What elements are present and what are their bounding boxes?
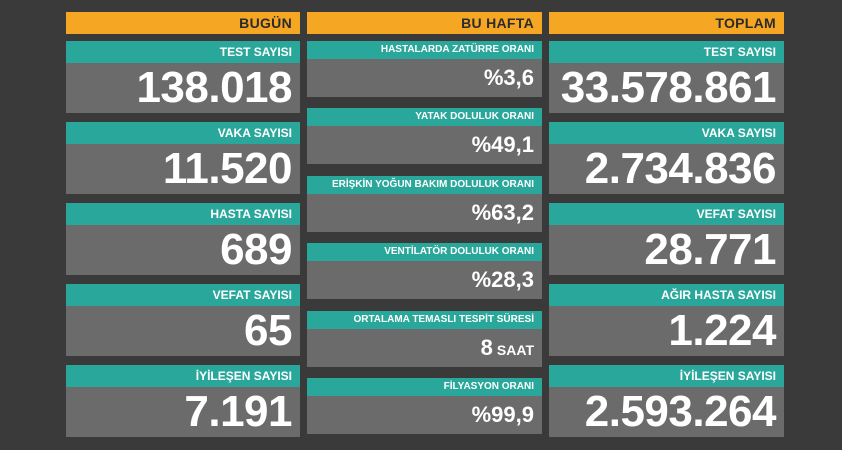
week-bed-label: YATAK DOLULUK ORANI (307, 108, 542, 126)
week-ventilator-card: VENTİLATÖR DOLULUK ORANI %28,3 (307, 243, 542, 299)
total-case-value: 2.734.836 (549, 144, 784, 194)
total-case-label: VAKA SAYISI (549, 122, 784, 144)
week-contact-time-label: ORTALAMA TEMASLI TESPİT SÜRESİ (307, 311, 542, 329)
today-patient-label: HASTA SAYISI (66, 203, 300, 225)
week-header: BU HAFTA (307, 12, 542, 34)
total-death-label: VEFAT SAYISI (549, 203, 784, 225)
week-contact-time-value: 8 (480, 335, 493, 360)
total-severe-value: 1.224 (549, 306, 784, 356)
total-severe-card: AĞIR HASTA SAYISI 1.224 (549, 284, 784, 356)
week-bed-value: %49,1 (307, 126, 542, 164)
today-recovered-card: İYİLEŞEN SAYISI 7.191 (66, 365, 300, 437)
total-column: TOPLAM TEST SAYISI 33.578.861 VAKA SAYIS… (549, 12, 784, 437)
week-column: BU HAFTA HASTALARDA ZATÜRRE ORANI %3,6 Y… (307, 12, 542, 434)
today-patient-card: HASTA SAYISI 689 (66, 203, 300, 275)
today-death-label: VEFAT SAYISI (66, 284, 300, 306)
total-test-card: TEST SAYISI 33.578.861 (549, 41, 784, 113)
today-case-value: 11.520 (66, 144, 300, 194)
total-death-card: VEFAT SAYISI 28.771 (549, 203, 784, 275)
total-test-label: TEST SAYISI (549, 41, 784, 63)
week-contact-time-unit: SAAT (496, 342, 534, 358)
week-bed-card: YATAK DOLULUK ORANI %49,1 (307, 108, 542, 164)
week-icu-label: ERİŞKİN YOĞUN BAKIM DOLULUK ORANI (307, 176, 542, 194)
today-recovered-value: 7.191 (66, 387, 300, 437)
total-test-value: 33.578.861 (549, 63, 784, 113)
week-icu-card: ERİŞKİN YOĞUN BAKIM DOLULUK ORANI %63,2 (307, 176, 542, 232)
total-recovered-label: İYİLEŞEN SAYISI (549, 365, 784, 387)
week-pneumonia-card: HASTALARDA ZATÜRRE ORANI %3,6 (307, 41, 542, 97)
week-ventilator-value: %28,3 (307, 261, 542, 299)
today-test-value: 138.018 (66, 63, 300, 113)
week-filiation-label: FİLYASYON ORANI (307, 378, 542, 396)
week-filiation-card: FİLYASYON ORANI %99,9 (307, 378, 542, 434)
today-test-label: TEST SAYISI (66, 41, 300, 63)
week-icu-value: %63,2 (307, 194, 542, 232)
today-recovered-label: İYİLEŞEN SAYISI (66, 365, 300, 387)
week-contact-time-value-box: 8 SAAT (307, 329, 542, 367)
total-severe-label: AĞIR HASTA SAYISI (549, 284, 784, 306)
week-pneumonia-value: %3,6 (307, 59, 542, 97)
today-patient-value: 689 (66, 225, 300, 275)
week-pneumonia-label: HASTALARDA ZATÜRRE ORANI (307, 41, 542, 59)
today-death-card: VEFAT SAYISI 65 (66, 284, 300, 356)
week-contact-time-card: ORTALAMA TEMASLI TESPİT SÜRESİ 8 SAAT (307, 311, 542, 367)
total-death-value: 28.771 (549, 225, 784, 275)
week-filiation-value: %99,9 (307, 396, 542, 434)
total-case-card: VAKA SAYISI 2.734.836 (549, 122, 784, 194)
total-recovered-card: İYİLEŞEN SAYISI 2.593.264 (549, 365, 784, 437)
total-header: TOPLAM (549, 12, 784, 34)
today-case-card: VAKA SAYISI 11.520 (66, 122, 300, 194)
today-death-value: 65 (66, 306, 300, 356)
today-case-label: VAKA SAYISI (66, 122, 300, 144)
today-test-card: TEST SAYISI 138.018 (66, 41, 300, 113)
today-header: BUGÜN (66, 12, 300, 34)
total-recovered-value: 2.593.264 (549, 387, 784, 437)
today-column: BUGÜN TEST SAYISI 138.018 VAKA SAYISI 11… (66, 12, 300, 437)
week-ventilator-label: VENTİLATÖR DOLULUK ORANI (307, 243, 542, 261)
